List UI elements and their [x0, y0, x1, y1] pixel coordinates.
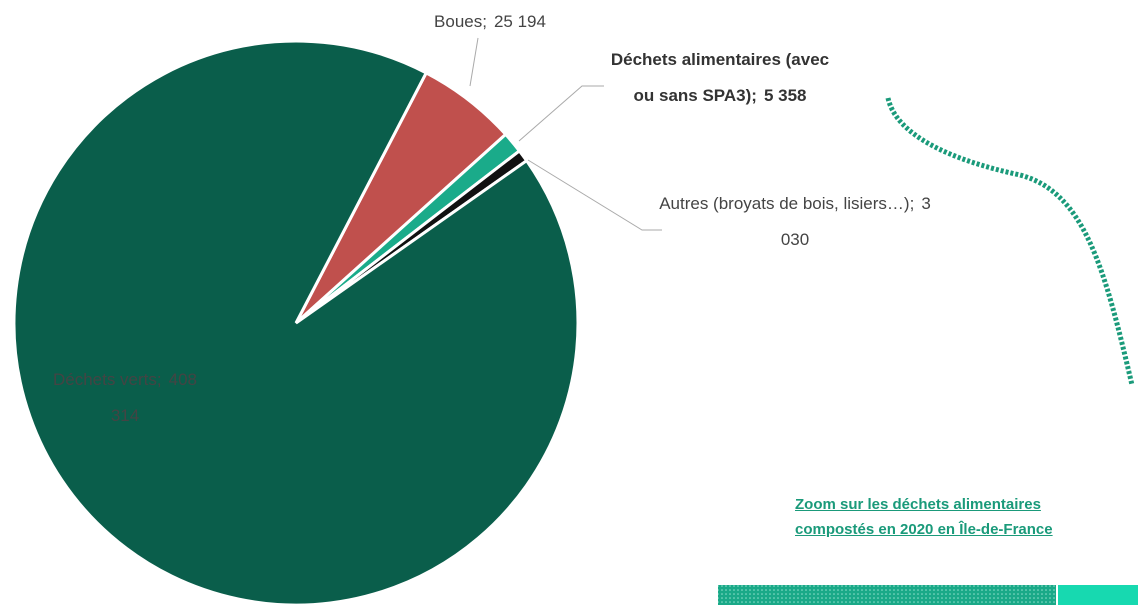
- zoom-caption: Zoom sur les déchets alimentaires compos…: [795, 492, 1053, 542]
- label-part: Boues: [434, 12, 483, 31]
- zoom-band: [1058, 585, 1138, 605]
- label-part: 408 314: [110, 370, 198, 425]
- leader-line: [469, 37, 479, 87]
- zoom-band: [718, 585, 1056, 605]
- label-part: Autres (broyats de bois, lisiers…): [659, 194, 910, 213]
- leader-line: [518, 85, 604, 142]
- label-part: ;: [909, 194, 915, 213]
- label-part: ;: [156, 370, 162, 389]
- data-label: Autres (broyats de bois, lisiers…); 3 030: [655, 186, 935, 258]
- label-part: ;: [751, 86, 757, 105]
- caption-line: Zoom sur les déchets alimentaires: [795, 496, 1041, 513]
- data-label: Déchets alimentaires (avec ou sans SPA3)…: [600, 42, 840, 114]
- pie-slice: [12, 39, 580, 605]
- label-part: ;: [482, 12, 487, 31]
- label-part: 3 030: [780, 194, 931, 249]
- leader-line: [527, 159, 662, 231]
- label-part: Déchets verts: [52, 370, 157, 389]
- caption-line: compostés en 2020 en Île-de-France: [795, 521, 1053, 538]
- data-label: Boues; 25 194: [350, 4, 630, 40]
- label-part: 25 194: [493, 12, 546, 31]
- data-label: Déchets verts; 408 314: [40, 362, 210, 434]
- zoom-arrow: [885, 97, 1135, 386]
- label-part: Déchets alimentaires (avec ou sans SPA3): [610, 50, 830, 105]
- label-part: 5 358: [763, 86, 807, 105]
